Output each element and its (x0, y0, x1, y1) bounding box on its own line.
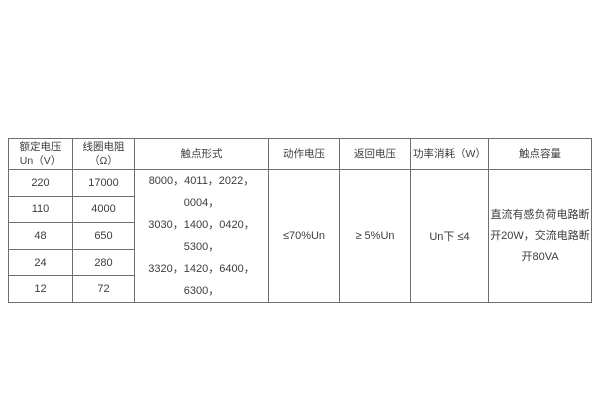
cell-contact-capacity: 直流有感负荷电路断开20W，交流电路断开80VA (488, 169, 592, 303)
cell-coil-resistance: 72 (72, 275, 135, 303)
col-header-return-voltage: 返回电压 (339, 138, 411, 170)
table-header-row: 额定电压 Un（V） 线圈电阻 （Ω） 触点形式 动作电压 返回电压 功率消耗（… (8, 138, 592, 170)
table-row: 48 650 (8, 222, 592, 250)
col-header-power-consumption: 功率消耗（W） (410, 138, 489, 170)
col-header-rated-voltage: 额定电压 Un（V） (8, 138, 73, 170)
cell-rated-voltage: 12 (8, 275, 73, 303)
contact-form-line2: 3030，1400，0420，5300， (148, 219, 255, 253)
cell-rated-voltage: 220 (8, 169, 73, 197)
cell-contact-form: 8000，4011，2022，0004， 3030，1400，0420，5300… (134, 169, 269, 303)
table-row: 110 4000 (8, 195, 592, 224)
cell-operate-voltage: ≤70%Un (268, 169, 340, 303)
relay-spec-table: 额定电压 Un（V） 线圈电阻 （Ω） 触点形式 动作电压 返回电压 功率消耗（… (8, 138, 592, 303)
cell-coil-resistance: 650 (72, 222, 135, 250)
col-header-operate-voltage: 动作电压 (268, 138, 340, 170)
header-rated-voltage-line1: 额定电压 (19, 140, 62, 153)
cell-rated-voltage: 48 (8, 222, 73, 250)
cell-rated-voltage: 24 (8, 248, 73, 277)
header-rated-voltage-line2: Un（V） (19, 155, 62, 167)
col-header-contact-form: 触点形式 (134, 138, 269, 170)
table-row: 24 280 (8, 248, 592, 277)
spec-table-container: 额定电压 Un（V） 线圈电阻 （Ω） 触点形式 动作电压 返回电压 功率消耗（… (8, 138, 592, 303)
cell-coil-resistance: 4000 (72, 195, 135, 224)
cell-coil-resistance: 17000 (72, 169, 135, 197)
contact-form-line3: 3320，1420，6400，6300， (148, 263, 255, 297)
table-row: 12 72 (8, 275, 592, 303)
cell-rated-voltage: 110 (8, 195, 73, 224)
table-row: 220 17000 8000，4011，2022，0004， 3030，1400… (8, 169, 592, 303)
header-coil-resistance-line2: （Ω） (89, 155, 118, 167)
contact-form-line1: 8000，4011，2022，0004， (148, 175, 255, 209)
cell-coil-resistance: 280 (72, 248, 135, 277)
col-header-contact-capacity: 触点容量 (488, 138, 592, 170)
col-header-coil-resistance: 线圈电阻 （Ω） (72, 138, 135, 170)
header-coil-resistance-line1: 线圈电阻 (82, 140, 125, 153)
cell-power-consumption: Un下 ≤4 (410, 169, 489, 303)
cell-return-voltage: ≥ 5%Un (339, 169, 411, 303)
